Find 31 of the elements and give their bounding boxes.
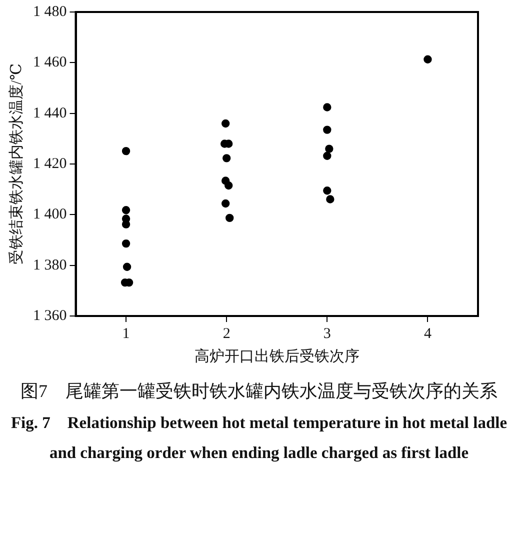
y-tick-label: 1 360 (33, 308, 67, 324)
point (221, 119, 230, 128)
y-tick-label: 1 400 (33, 206, 67, 223)
x-tick-label: 1 (122, 326, 130, 342)
point (122, 262, 132, 271)
point (323, 152, 332, 160)
x-axis-title: 高炉开口出铁后受铁次序 (194, 348, 360, 365)
x-tick-label: 2 (222, 326, 230, 342)
point (122, 206, 130, 214)
point (325, 144, 334, 153)
point (326, 195, 334, 204)
y-axis-title: 受铁结束铁水罐内铁水温度/℃ (8, 64, 25, 264)
text: Fig. 7 Relationship between hot metal temperature in hot metal ladle and charging order when ending ladle charged as first ladle (10, 412, 508, 464)
point (122, 146, 130, 156)
text: 图7 尾罐第一罐受铁时铁水罐内铁水温度与受铁次序的关系 (20, 380, 498, 403)
point (224, 181, 233, 190)
y-tick-label: 1 420 (33, 156, 67, 172)
point (221, 199, 230, 208)
point (323, 103, 332, 112)
y-tick-label: 1 380 (33, 257, 67, 274)
x-tick-label: 3 (323, 326, 331, 342)
point (424, 55, 432, 64)
point (122, 239, 130, 248)
point (222, 154, 231, 162)
point (323, 126, 332, 134)
point (323, 186, 332, 195)
y-tick-label: 1 460 (33, 54, 67, 71)
y-tick-label: 1 480 (33, 4, 67, 20)
x-tick-label: 4 (424, 326, 432, 342)
y-tick-label: 1 440 (33, 105, 67, 122)
point (226, 214, 234, 222)
